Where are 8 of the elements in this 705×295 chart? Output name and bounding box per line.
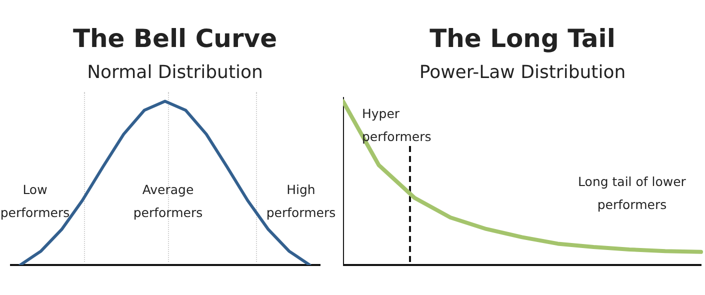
annotation: Low performers [0,181,70,222]
chart-subtitle: Normal Distribution [86,62,264,83]
annotation: Long tail of lower performers [577,173,687,214]
chart-subtitle: Power-Law Distribution [418,62,627,83]
chart-title: The Bell Curve [72,24,278,53]
annotation: Average performers [132,181,204,222]
annotation: High performers [265,181,337,222]
chart-title: The Long Tail [428,24,616,53]
